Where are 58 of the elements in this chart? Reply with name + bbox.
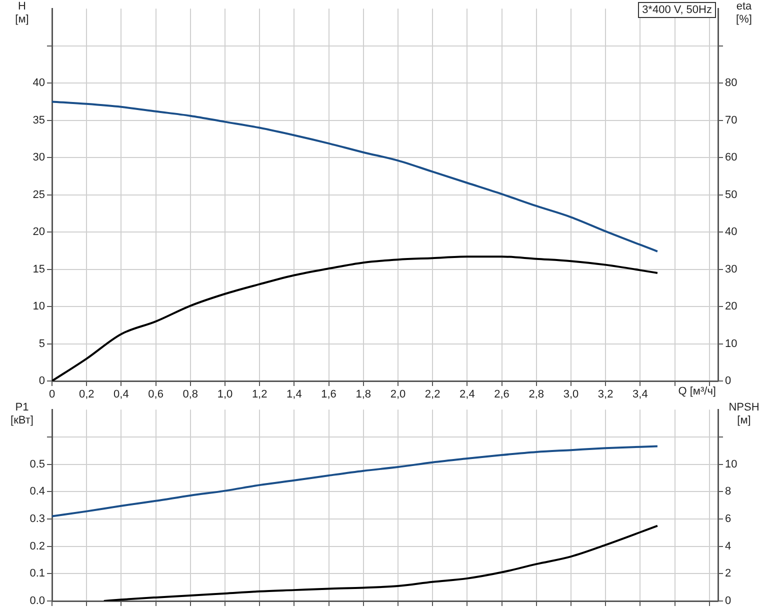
y-tick-label: 0.3 bbox=[30, 513, 45, 526]
y-tick-label: 10 bbox=[32, 300, 45, 313]
y-axis-title: P1 [кВт] bbox=[10, 402, 34, 427]
y2-tick-label: 20 bbox=[725, 300, 738, 313]
y2-tick-label: 6 bbox=[725, 513, 732, 526]
y-tick-label: 0.1 bbox=[30, 568, 45, 580]
x-tick-label: 0,2 bbox=[78, 388, 94, 401]
x-tick-label: 2,6 bbox=[494, 388, 510, 401]
x-tick-label: 3,4 bbox=[632, 388, 648, 401]
x-tick-label: 1,4 bbox=[286, 388, 302, 401]
line-series bbox=[52, 100, 658, 252]
y2-tick-label: 60 bbox=[725, 152, 738, 164]
y-tick-label: 25 bbox=[32, 188, 45, 201]
x-axis-title: Q [м³/ч] bbox=[678, 386, 716, 398]
x-tick-label: 3,0 bbox=[563, 388, 579, 401]
line-series bbox=[102, 524, 658, 601]
y2-tick-label: 2 bbox=[725, 568, 732, 580]
y-tick-label: 15 bbox=[32, 263, 45, 276]
y-tick-label: 35 bbox=[32, 114, 45, 126]
y-axis-title: H [м] bbox=[15, 0, 29, 26]
x-tick-label: 1,8 bbox=[356, 388, 372, 401]
x-tick-label: 2,4 bbox=[460, 388, 475, 401]
x-tick-label: 2,8 bbox=[528, 388, 544, 401]
y2-tick-label: 30 bbox=[725, 263, 738, 276]
y2-axis-title: eta [%] bbox=[736, 0, 753, 26]
x-tick-label: 1,6 bbox=[321, 388, 336, 401]
x-tick-label: 1,2 bbox=[252, 388, 268, 401]
x-tick-label: 0,4 bbox=[114, 388, 129, 401]
y2-tick-label: 80 bbox=[725, 77, 738, 90]
y2-tick-label: 40 bbox=[725, 226, 738, 238]
y-tick-label: 0.0 bbox=[30, 595, 45, 608]
y2-tick-label: 70 bbox=[725, 114, 738, 126]
y2-tick-label: 50 bbox=[725, 188, 738, 201]
y-tick-label: 0 bbox=[38, 375, 45, 388]
x-tick-label: 0,6 bbox=[148, 388, 164, 401]
annotation: 3*400 V, 50Hz bbox=[638, 2, 716, 18]
y2-tick-label: 10 bbox=[725, 458, 738, 470]
x-tick-label: 0,8 bbox=[182, 388, 198, 401]
y-tick-label: 0.4 bbox=[30, 486, 45, 498]
y-tick-label: 5 bbox=[38, 338, 45, 350]
y-tick-label: 20 bbox=[32, 226, 45, 238]
x-tick-label: 2,0 bbox=[390, 388, 406, 401]
y2-tick-label: 4 bbox=[725, 540, 732, 552]
x-tick-label: 2,2 bbox=[424, 388, 440, 401]
y2-tick-label: 0 bbox=[725, 375, 732, 388]
y-tick-label: 0.5 bbox=[30, 458, 45, 470]
y2-tick-label: 0 bbox=[725, 595, 732, 608]
y-tick-label: 30 bbox=[32, 152, 45, 164]
y2-tick-label: 8 bbox=[725, 486, 732, 498]
y-tick-label: 0.2 bbox=[30, 540, 45, 552]
y2-tick-label: 10 bbox=[725, 338, 738, 350]
line-series bbox=[52, 445, 658, 518]
y-tick-label: 40 bbox=[32, 77, 45, 90]
x-tick-label: 0 bbox=[48, 388, 56, 401]
line-series bbox=[52, 256, 658, 381]
y2-axis-title: NPSH [м] bbox=[728, 402, 760, 427]
x-tick-label: 3,2 bbox=[598, 388, 614, 401]
x-tick-label: 1,0 bbox=[217, 388, 233, 401]
